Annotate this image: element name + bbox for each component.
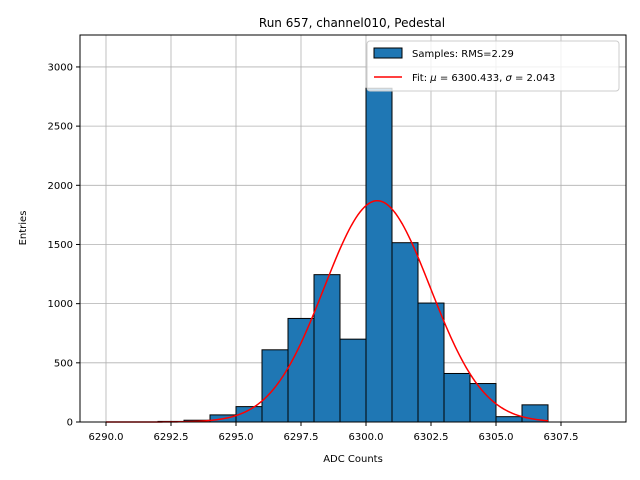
x-tick-label-3: 6297.5 [284,432,319,443]
y-axis-label: Entries [18,211,29,246]
y-axis-ticks: 0 500 1000 1500 2000 2500 3000 [48,62,80,429]
x-tick-label-2: 6295.0 [219,432,254,443]
legend-fit-mu-symbol: μ [429,73,436,84]
x-tick-label-4: 6300.0 [349,432,384,443]
histogram-bar-11 [391,242,419,423]
x-axis-label: ADC Counts [323,454,383,465]
x-tick-label-5: 6302.5 [414,432,449,443]
legend-fit-label: Fit: μ = 6300.433, σ = 2.043 [412,73,555,84]
legend-box [366,40,620,92]
histogram-bar-7 [287,317,315,423]
y-tick-label-1: 500 [54,358,73,369]
y-tick-label-6: 3000 [48,62,73,73]
legend-fit-mu-value: = 6300.433, [437,73,506,84]
x-tick-label-6: 6305.0 [479,432,514,443]
x-tick-label-1: 6292.5 [154,432,189,443]
histogram-bar-9 [339,338,367,423]
x-axis-ticks: 6290.0 6292.5 6295.0 6297.5 6300.0 6302.5 6305… [89,422,579,443]
histogram-bar-12 [417,302,445,423]
histogram-bar-14 [469,383,497,423]
legend-fit-sigma-symbol: σ [505,73,512,84]
legend-histogram-label: Samples: RMS=2.29 [412,49,514,60]
histogram-bar-13 [443,372,471,423]
histogram-bar-15 [495,416,523,423]
plot-frame [79,34,627,423]
y-tick-label-2: 1000 [48,299,73,310]
histogram-bar-6 [261,349,289,423]
y-tick-label-0: 0 [67,418,73,429]
x-tick-label-0: 6290.0 [89,432,124,443]
histogram-bar-8 [313,274,341,423]
legend-fit-sigma-value: = 2.043 [512,73,555,84]
legend: Samples: RMS=2.29 Fit: μ = 6300.433, σ =… [366,40,620,92]
y-tick-label-4: 2000 [48,181,73,192]
legend-histogram-swatch [373,47,403,59]
y-tick-label-5: 2500 [48,122,73,133]
x-tick-label-7: 6307.5 [544,432,579,443]
histogram-bar-10 [365,87,393,423]
legend-fit-prefix: Fit: [412,73,430,84]
y-tick-label-3: 1500 [48,240,73,251]
chart-title: Run 657, channel010, Pedestal [259,16,445,30]
